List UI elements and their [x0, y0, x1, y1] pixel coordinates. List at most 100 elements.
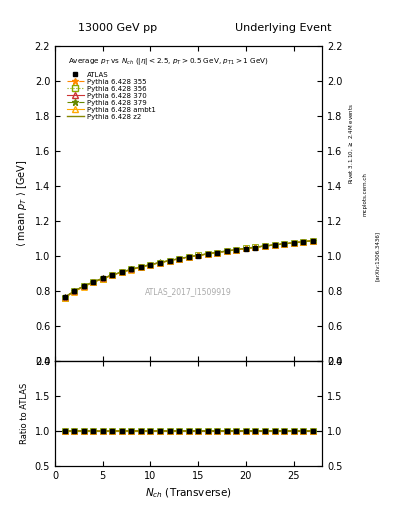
- Pythia 6.428 355: [72, 289, 77, 295]
- Pythia 6.428 355: [148, 262, 153, 268]
- Pythia 6.428 ambt1: [72, 288, 77, 294]
- Pythia 6.428 379: [119, 269, 124, 275]
- Pythia 6.428 355: [224, 248, 229, 254]
- Pythia 6.428 355: [301, 239, 305, 245]
- Pythia 6.428 379: [196, 252, 200, 259]
- Pythia 6.428 356: [158, 260, 162, 266]
- Pythia 6.428 356: [196, 252, 200, 259]
- Pythia 6.428 355: [186, 254, 191, 260]
- Pythia 6.428 z2: [158, 260, 162, 266]
- Pythia 6.428 356: [139, 264, 143, 270]
- Pythia 6.428 379: [301, 239, 305, 245]
- Pythia 6.428 379: [224, 248, 229, 254]
- Pythia 6.428 356: [310, 238, 315, 244]
- Pythia 6.428 370: [253, 244, 258, 250]
- Pythia 6.428 z2: [301, 239, 305, 245]
- Pythia 6.428 370: [272, 242, 277, 248]
- Pythia 6.428 379: [158, 260, 162, 266]
- Pythia 6.428 379: [244, 245, 248, 251]
- Pythia 6.428 355: [119, 269, 124, 275]
- Pythia 6.428 370: [301, 239, 305, 245]
- Pythia 6.428 379: [91, 279, 95, 285]
- Text: Underlying Event: Underlying Event: [235, 23, 331, 33]
- Pythia 6.428 ambt1: [196, 252, 200, 259]
- Pythia 6.428 ambt1: [91, 279, 95, 285]
- Pythia 6.428 370: [215, 249, 220, 255]
- Pythia 6.428 z2: [72, 288, 77, 294]
- Pythia 6.428 z2: [206, 251, 210, 257]
- Pythia 6.428 379: [263, 243, 267, 249]
- Pythia 6.428 z2: [167, 258, 172, 264]
- Pythia 6.428 ambt1: [244, 245, 248, 251]
- Pythia 6.428 370: [91, 279, 95, 285]
- Pythia 6.428 379: [310, 238, 315, 244]
- Pythia 6.428 z2: [215, 249, 220, 255]
- Pythia 6.428 356: [186, 254, 191, 260]
- Pythia 6.428 370: [177, 255, 182, 262]
- Pythia 6.428 355: [167, 258, 172, 264]
- Pythia 6.428 370: [119, 269, 124, 275]
- Line: Pythia 6.428 379: Pythia 6.428 379: [61, 237, 316, 301]
- Line: Pythia 6.428 z2: Pythia 6.428 z2: [64, 241, 313, 297]
- Pythia 6.428 ambt1: [224, 248, 229, 254]
- Pythia 6.428 379: [129, 266, 134, 272]
- Pythia 6.428 355: [196, 252, 200, 259]
- Line: Pythia 6.428 370: Pythia 6.428 370: [62, 238, 316, 300]
- Pythia 6.428 ambt1: [310, 238, 315, 244]
- X-axis label: $N_{ch}$ (Transverse): $N_{ch}$ (Transverse): [145, 486, 232, 500]
- Pythia 6.428 379: [234, 247, 239, 253]
- Pythia 6.428 ambt1: [206, 251, 210, 257]
- Pythia 6.428 z2: [282, 241, 286, 247]
- Pythia 6.428 z2: [291, 240, 296, 246]
- Pythia 6.428 370: [244, 245, 248, 251]
- Pythia 6.428 356: [91, 279, 95, 285]
- Pythia 6.428 370: [158, 260, 162, 266]
- Pythia 6.428 370: [186, 254, 191, 260]
- Pythia 6.428 379: [62, 294, 67, 301]
- Pythia 6.428 ambt1: [177, 255, 182, 262]
- Pythia 6.428 z2: [148, 262, 153, 268]
- Pythia 6.428 355: [206, 251, 210, 257]
- Pythia 6.428 370: [263, 243, 267, 249]
- Pythia 6.428 z2: [272, 242, 277, 248]
- Pythia 6.428 355: [62, 295, 67, 301]
- Pythia 6.428 z2: [186, 254, 191, 260]
- Pythia 6.428 356: [62, 294, 67, 301]
- Pythia 6.428 ambt1: [148, 262, 153, 268]
- Pythia 6.428 z2: [110, 272, 115, 278]
- Pythia 6.428 370: [291, 240, 296, 246]
- Pythia 6.428 355: [110, 272, 115, 279]
- Pythia 6.428 356: [263, 243, 267, 249]
- Pythia 6.428 356: [224, 248, 229, 254]
- Pythia 6.428 370: [100, 275, 105, 282]
- Pythia 6.428 370: [167, 258, 172, 264]
- Pythia 6.428 356: [81, 283, 86, 289]
- Pythia 6.428 ambt1: [158, 260, 162, 266]
- Pythia 6.428 ambt1: [167, 258, 172, 264]
- Pythia 6.428 z2: [129, 266, 134, 272]
- Pythia 6.428 379: [81, 283, 86, 289]
- Pythia 6.428 z2: [139, 264, 143, 270]
- Pythia 6.428 ambt1: [139, 264, 143, 270]
- Pythia 6.428 370: [62, 294, 67, 301]
- Pythia 6.428 355: [291, 240, 296, 246]
- Pythia 6.428 370: [234, 247, 239, 253]
- Pythia 6.428 ambt1: [234, 247, 239, 253]
- Pythia 6.428 355: [129, 267, 134, 273]
- Pythia 6.428 355: [282, 241, 286, 247]
- Pythia 6.428 355: [310, 238, 315, 244]
- Pythia 6.428 355: [100, 275, 105, 282]
- Pythia 6.428 355: [215, 249, 220, 255]
- Pythia 6.428 z2: [234, 246, 239, 252]
- Pythia 6.428 z2: [81, 283, 86, 289]
- Pythia 6.428 379: [272, 242, 277, 248]
- Pythia 6.428 355: [177, 255, 182, 262]
- Pythia 6.428 z2: [196, 252, 200, 259]
- Pythia 6.428 379: [282, 241, 286, 247]
- Pythia 6.428 370: [72, 288, 77, 294]
- Legend: ATLAS, Pythia 6.428 355, Pythia 6.428 356, Pythia 6.428 370, Pythia 6.428 379, P: ATLAS, Pythia 6.428 355, Pythia 6.428 35…: [66, 72, 156, 120]
- Pythia 6.428 356: [72, 288, 77, 294]
- Pythia 6.428 379: [215, 249, 220, 255]
- Pythia 6.428 ambt1: [282, 241, 286, 247]
- Pythia 6.428 ambt1: [81, 284, 86, 290]
